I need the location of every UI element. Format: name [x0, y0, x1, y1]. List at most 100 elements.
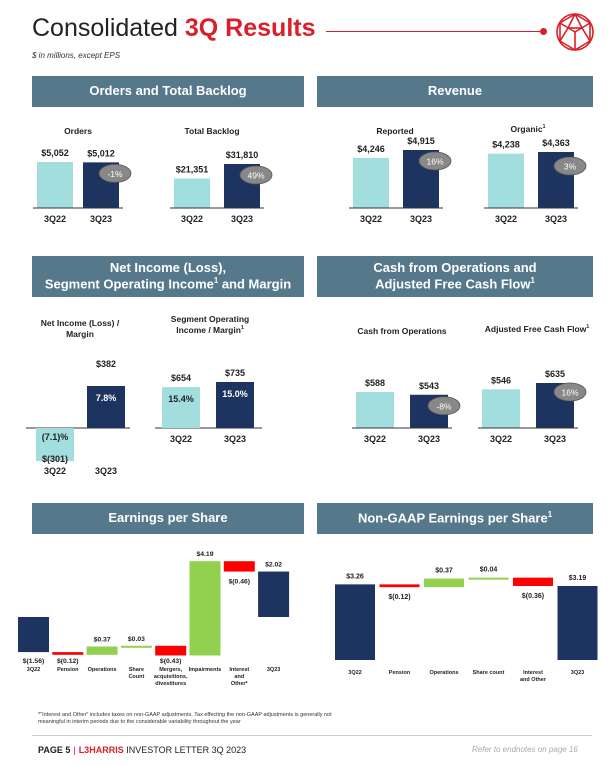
- backlog-badge: [239, 165, 273, 185]
- eps-value-label-7: $2.02: [265, 562, 282, 569]
- rev_reported-badge-label: 16%: [426, 157, 443, 167]
- orders-value-label-0: $5,052: [41, 148, 69, 158]
- eps-value-label-1: $(0.12): [57, 658, 79, 665]
- eps-bar-7: [258, 571, 290, 617]
- seg_op-value-label-0: $654: [171, 373, 191, 383]
- rev_organic-badge: [553, 156, 587, 176]
- eps-value-label-0: $(1.56): [23, 658, 45, 665]
- chart-title-net-income: Net Income (Loss) / Margin: [40, 318, 120, 340]
- nongaap_eps-bar-1: [379, 584, 420, 588]
- eps-category-4: Mergers,: [159, 667, 182, 673]
- afcf-value-label-1: $635: [545, 369, 565, 379]
- chart-title-afcf: Adjusted Free Cash Flow1: [484, 324, 590, 334]
- seg_op-category-1: 3Q23: [224, 434, 246, 444]
- chart-title-backlog: Total Backlog: [184, 126, 240, 136]
- l3harris-logo-icon: [556, 13, 594, 51]
- net_income-value-label-1: $382: [96, 359, 116, 369]
- chart-title-reported: Reported: [376, 126, 414, 136]
- cfo-value-label-1: $543: [419, 381, 439, 391]
- title-rule: [326, 31, 542, 32]
- eps-bar-5: [189, 561, 221, 656]
- orders-category-0: 3Q22: [44, 214, 66, 224]
- rev_organic-value-label-1: $4,363: [542, 138, 570, 148]
- section-header-cash: Cash from Operations and Adjusted Free Ca…: [317, 256, 593, 297]
- cfo-value-label-0: $588: [365, 378, 385, 388]
- footer-rule: [32, 735, 592, 736]
- nongaap_eps-value-label-5: $3.19: [569, 575, 587, 582]
- chart-title-segment-op: Segment Operating Income / Margin1: [170, 314, 250, 336]
- seg_op-category-0: 3Q22: [170, 434, 192, 444]
- rev_reported-bar-0: [353, 157, 389, 208]
- nongaap_eps-category-1: Pension: [389, 670, 411, 676]
- rev_reported-value-label-0: $4,246: [357, 144, 385, 154]
- section-header-eps: Earnings per Share: [32, 503, 304, 534]
- title-rule-dot: [540, 28, 547, 35]
- section-header-nongaap-eps: Non-GAAP Earnings per Share1: [317, 503, 593, 534]
- nongaap_eps-category-4-line-1: and Other: [520, 677, 547, 683]
- seg_op-value-label-1: $735: [225, 368, 245, 378]
- eps-category-6: Interest: [229, 667, 249, 673]
- orders-category-1: 3Q23: [90, 214, 112, 224]
- nongaap_eps-bar-2: [424, 578, 464, 588]
- net_income-margin-label-1: 7.8%: [96, 393, 117, 403]
- page-title: Consolidated 3Q Results: [32, 14, 316, 42]
- net_income-bar-0: [36, 428, 74, 462]
- seg_op-bar-1: [216, 382, 254, 428]
- afcf-badge: [553, 382, 587, 402]
- eps-value-label-4: $(0.43): [160, 658, 182, 665]
- rev_organic-bar-0: [488, 153, 524, 208]
- eps-value-label-6: $(0.46): [229, 579, 251, 586]
- eps-category-4-line-1: acquisitions,: [154, 674, 188, 680]
- rev_organic-value-label-0: $4,238: [492, 140, 520, 150]
- eps-bar-6: [223, 561, 255, 572]
- nongaap_eps-bar-0: [335, 584, 375, 660]
- eps-category-5: Impairments: [189, 667, 222, 673]
- eps-bar-1: [52, 652, 84, 655]
- nongaap_eps-bar-4: [513, 577, 553, 586]
- eps-category-3: Share: [129, 667, 144, 673]
- nongaap_eps-bar-5: [557, 585, 598, 660]
- footer-brand: L3HARRIS: [78, 745, 124, 755]
- orders-bar-0: [37, 162, 73, 208]
- section-header-net-income: Net Income (Loss), Segment Operating Inco…: [32, 256, 304, 297]
- orders-badge-label: -1%: [107, 169, 123, 179]
- chart-title-organic: Organic1: [510, 124, 546, 134]
- eps-category-7: 3Q23: [267, 667, 280, 673]
- rev_organic-category-0: 3Q22: [495, 214, 517, 224]
- net_income-bar-1: [87, 386, 125, 428]
- net_income-value-label-0: $(301): [42, 454, 68, 464]
- backlog-badge-label: 49%: [247, 171, 264, 181]
- afcf-value-label-0: $546: [491, 375, 511, 385]
- seg_op-margin-label-0: 15.4%: [168, 394, 194, 404]
- eps-category-3-line-1: Count: [128, 674, 144, 680]
- eps-value-label-2: $0.37: [94, 636, 111, 643]
- rev_reported-category-0: 3Q22: [360, 214, 382, 224]
- nongaap_eps-value-label-2: $0.37: [435, 568, 453, 575]
- orders-value-label-1: $5,012: [87, 148, 115, 158]
- afcf-category-0: 3Q22: [490, 434, 512, 444]
- nongaap_eps-category-4: Interest: [523, 670, 543, 676]
- footnote: *"Interest and Other" includes taxes on …: [38, 712, 332, 726]
- eps-category-2: Operations: [88, 667, 117, 673]
- seg_op-bar-0: [162, 387, 200, 428]
- backlog-value-label-1: $31,810: [226, 150, 259, 160]
- eps-value-label-5: $4.19: [196, 551, 213, 558]
- nongaap_eps-category-2: Operations: [429, 670, 458, 676]
- section-header-revenue: Revenue: [317, 76, 593, 107]
- rev_reported-value-label-1: $4,915: [407, 136, 435, 146]
- rev_reported-category-1: 3Q23: [410, 214, 432, 224]
- orders-badge: [98, 163, 132, 183]
- eps-category-6-line-2: Other*: [231, 681, 249, 687]
- endnote-reference: Refer to endnotes on page 16: [472, 745, 578, 754]
- afcf-category-1: 3Q23: [544, 434, 566, 444]
- eps-bar-3: [120, 645, 152, 648]
- nongaap_eps-value-label-1: $(0.12): [388, 594, 410, 601]
- nongaap_eps-bar-3: [468, 577, 509, 580]
- eps-bar-2: [86, 646, 118, 655]
- eps-bar-0: [18, 617, 49, 653]
- chart-title-orders: Orders: [64, 126, 92, 136]
- afcf-bar-0: [482, 389, 520, 428]
- footer: PAGE 5 | L3HARRIS INVESTOR LETTER 3Q 2023: [38, 745, 247, 755]
- backlog-bar-0: [174, 178, 210, 208]
